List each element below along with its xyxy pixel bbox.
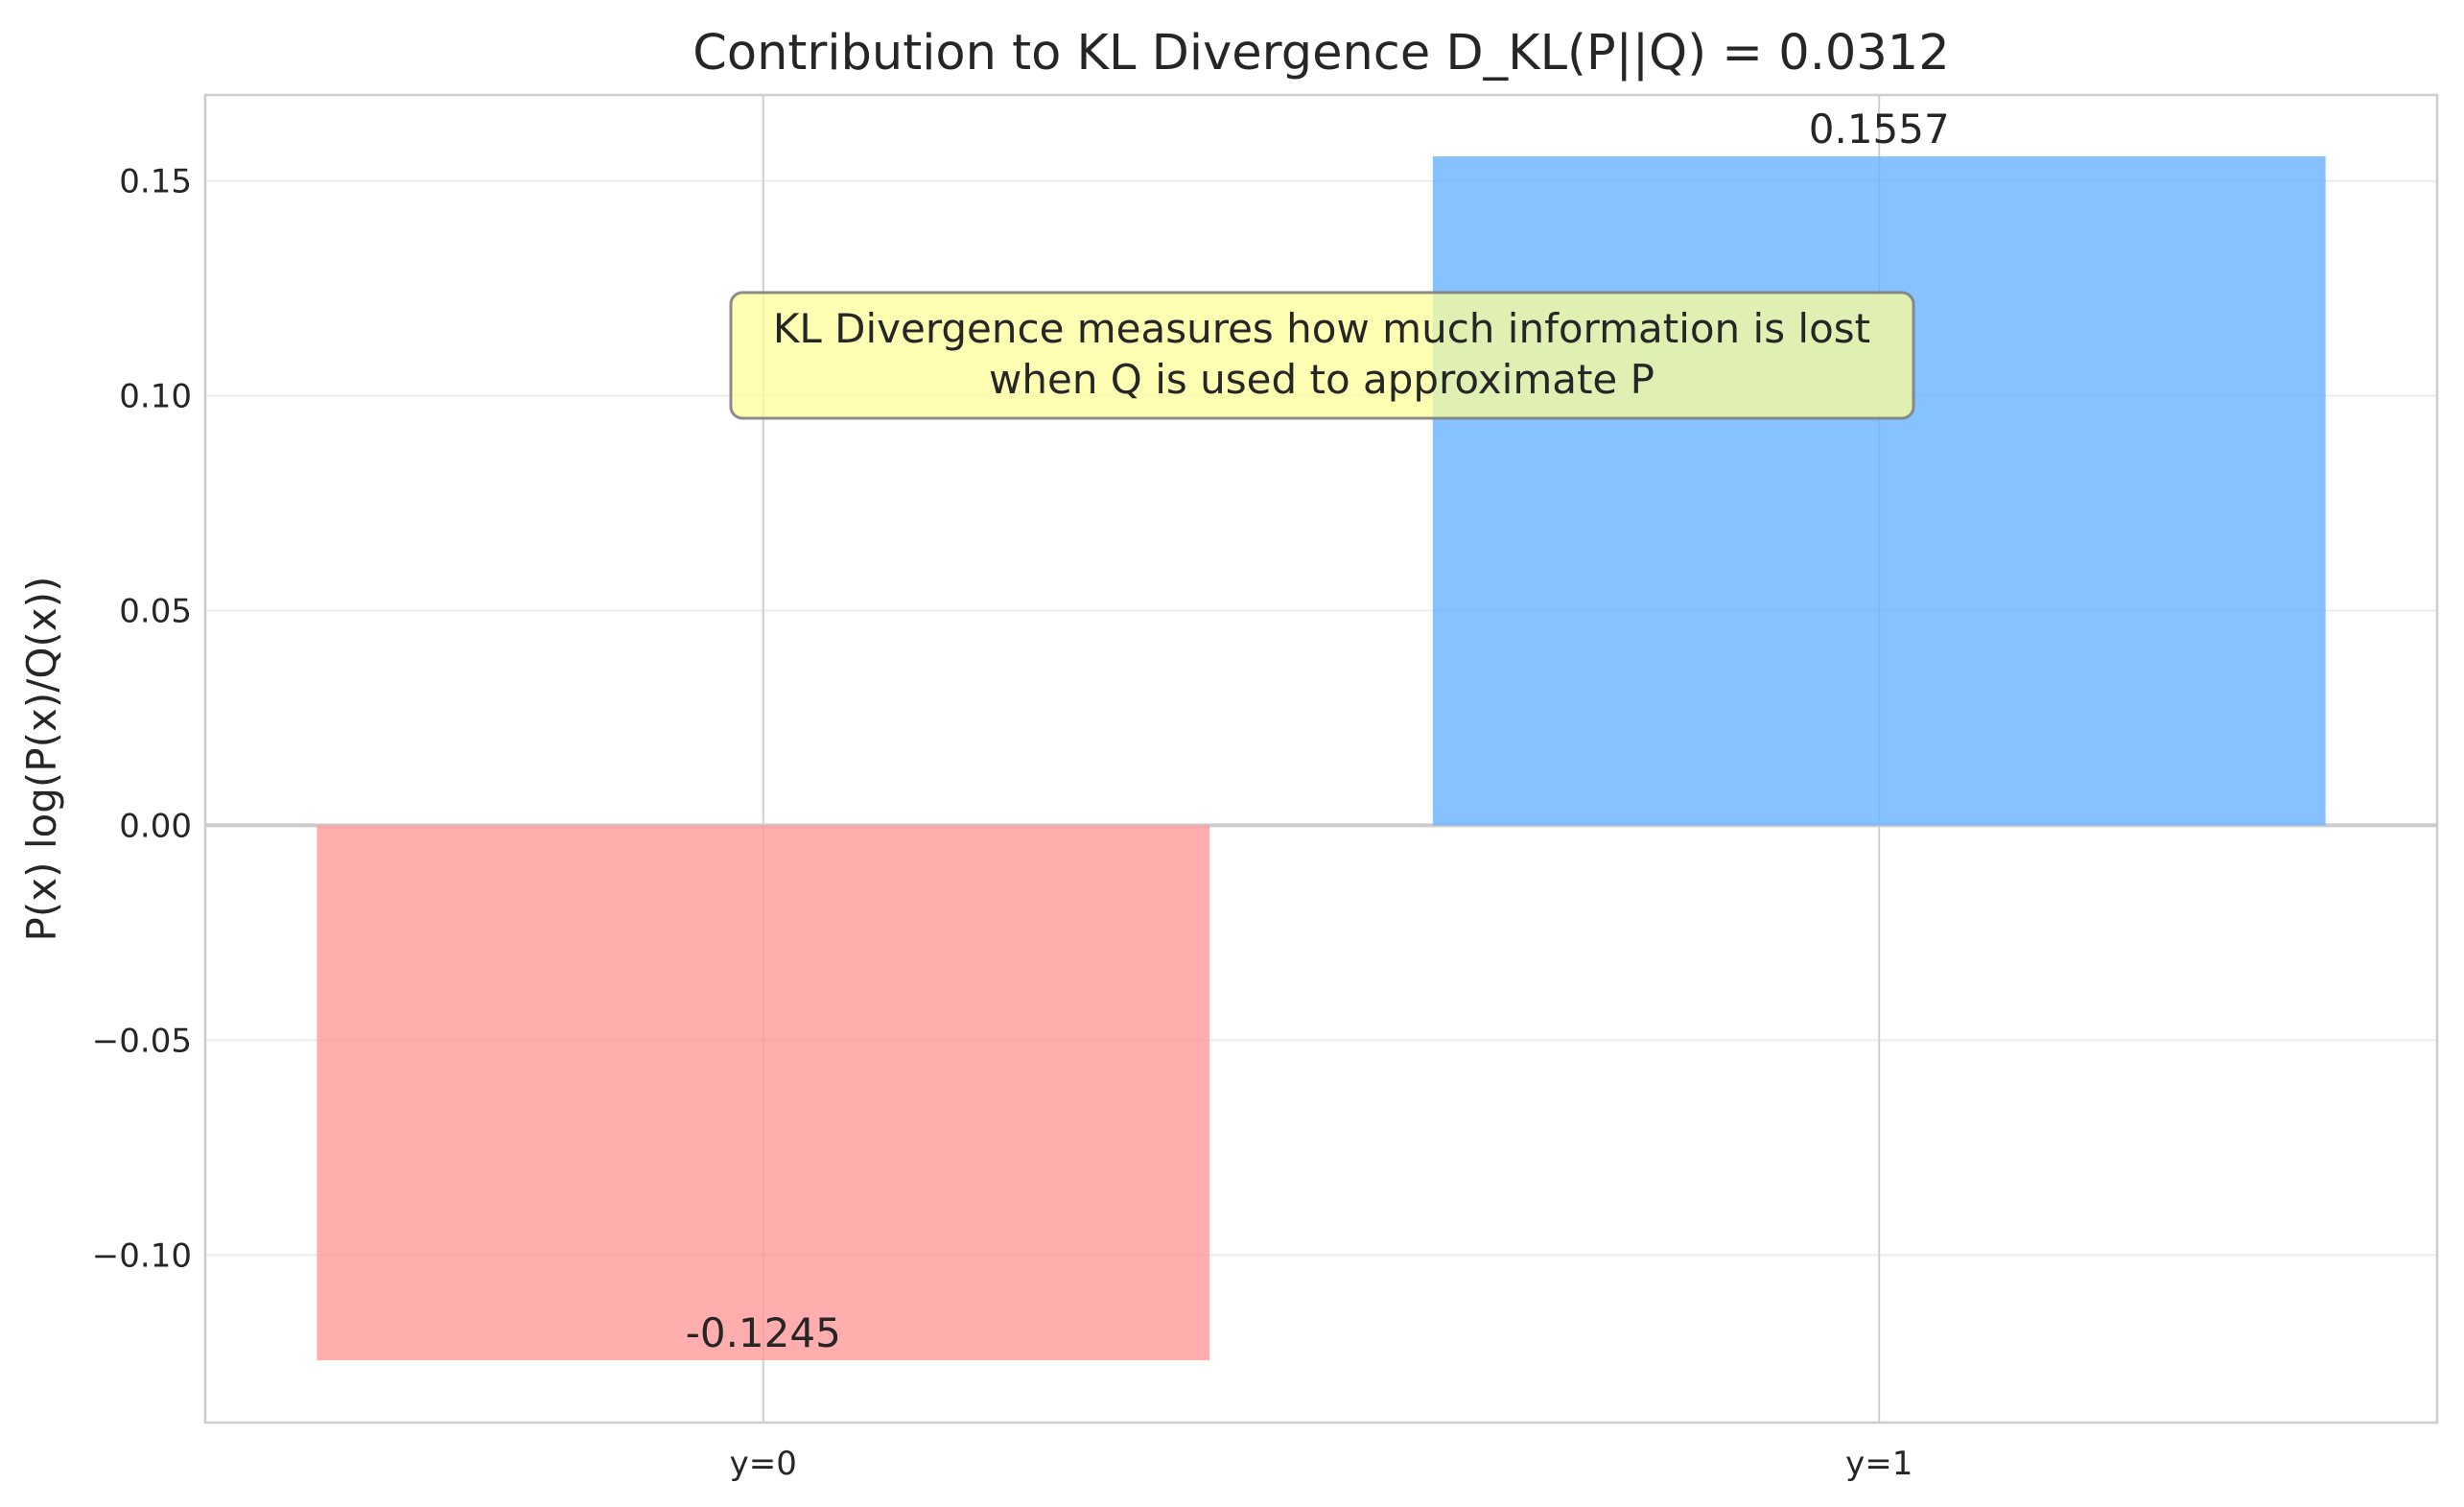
annotation-background (729, 291, 1915, 420)
y-axis-label: P(x) log(P(x)/Q(x)) (18, 577, 65, 942)
axis-ticks: −0.10 −0.05 0.00 0.05 0.10 0.15 y=0 y=1 (92, 163, 1913, 1483)
y-tick-label: 0.05 (119, 592, 192, 630)
value-label: -0.1245 (686, 1309, 841, 1356)
bar-y=0 (317, 825, 1210, 1361)
y-tick-label: −0.10 (92, 1236, 192, 1275)
y-tick-label: 0.10 (119, 378, 192, 416)
bar-y=1 (1432, 156, 2326, 826)
annotation-line-1: KL Divergence measures how much informat… (773, 305, 1870, 352)
x-tick-label: y=1 (1845, 1445, 1913, 1483)
value-labels: -0.1245 0.1557 (686, 106, 1950, 1356)
annotation-line-2: when Q is used to approximate P (989, 356, 1654, 403)
y-tick-label: 0.00 (119, 807, 192, 845)
chart-title: Contribution to KL Divergence D_KL(P||Q)… (692, 25, 1949, 82)
y-tick-label: 0.15 (119, 163, 192, 201)
bars (317, 156, 2326, 1361)
y-tick-label: −0.05 (92, 1022, 192, 1060)
annotation-box: KL Divergence measures how much informat… (729, 291, 1915, 420)
value-label: 0.1557 (1809, 106, 1950, 153)
x-tick-label: y=0 (730, 1445, 797, 1483)
plot-frame (203, 93, 2439, 1425)
